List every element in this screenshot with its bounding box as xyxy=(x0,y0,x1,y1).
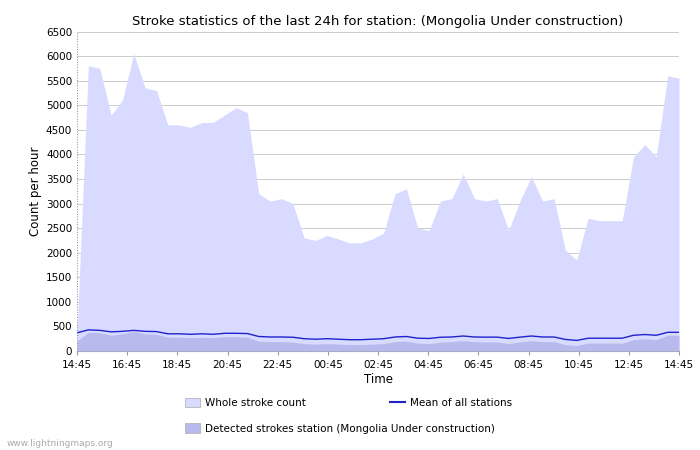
Text: www.lightningmaps.org: www.lightningmaps.org xyxy=(7,439,113,448)
Y-axis label: Count per hour: Count per hour xyxy=(29,147,42,236)
Legend: Detected strokes station (Mongolia Under construction): Detected strokes station (Mongolia Under… xyxy=(185,423,496,433)
Title: Stroke statistics of the last 24h for station: (Mongolia Under construction): Stroke statistics of the last 24h for st… xyxy=(132,14,624,27)
X-axis label: Time: Time xyxy=(363,373,393,386)
